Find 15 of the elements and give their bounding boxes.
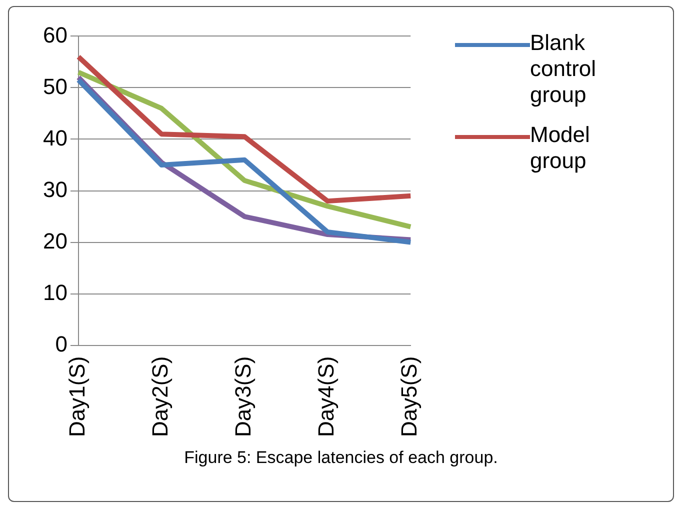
x-tick-label: Day1(S)	[64, 356, 90, 438]
text: Figure 5: Escape latencies of each group.	[183, 448, 499, 468]
y-tick-label: 0	[55, 331, 68, 356]
x-tick-label: Day5(S)	[396, 356, 422, 438]
legend-label: Blank control group	[530, 30, 598, 108]
x-tick-label: Day2(S)	[148, 356, 173, 438]
y-tick-label: 30	[42, 176, 68, 202]
x-tick-label: Day3(S)	[230, 356, 256, 438]
y-tick-label: 50	[42, 74, 68, 99]
y-tick-label: 40	[42, 125, 68, 150]
x-tick-label: Day4(S)	[314, 356, 339, 438]
legend-label: Model group	[530, 122, 591, 174]
y-tick-label: 10	[42, 280, 68, 305]
y-tick-label: 60	[42, 22, 68, 48]
y-tick-label: 20	[42, 228, 68, 254]
